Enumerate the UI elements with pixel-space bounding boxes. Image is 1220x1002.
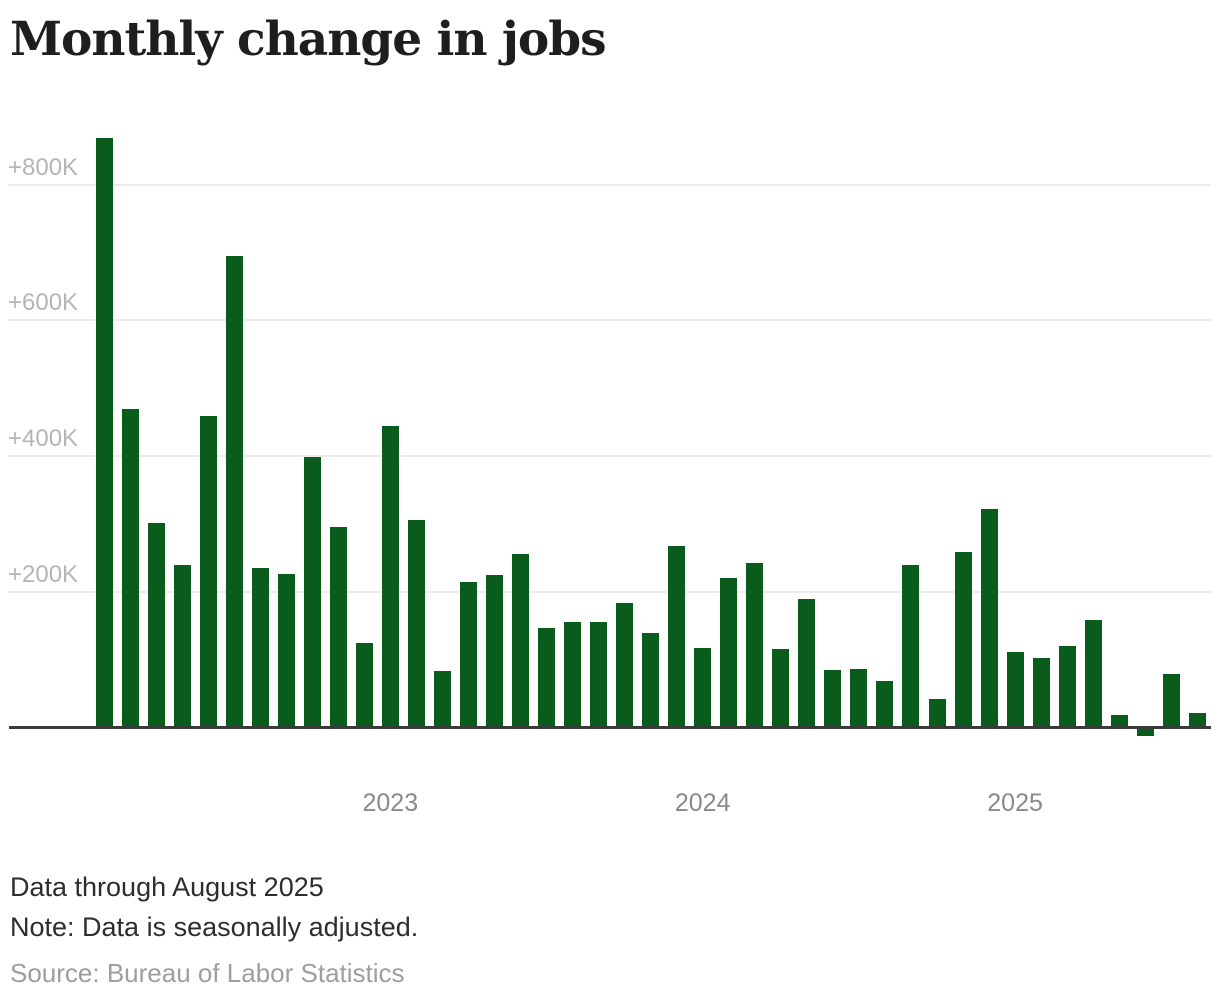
bar-may-2024: [798, 598, 816, 728]
chart-title: Monthly change in jobs: [10, 12, 607, 67]
bar-aug-2025: [1188, 712, 1206, 728]
y-tick-label-600k: +600K: [8, 289, 79, 317]
bar-may-2025: [1110, 714, 1128, 728]
gridline-600k: [8, 319, 1211, 322]
x-tick-label-2025: 2025: [987, 789, 1043, 817]
gridline-400k: [8, 455, 1211, 458]
note-seasonally-adjusted: Note: Data is seasonally adjusted.: [10, 912, 419, 942]
bar-mar-2024: [746, 562, 764, 728]
bar-mar-2025: [1058, 646, 1076, 728]
note-data-through: Data through August 2025: [10, 872, 324, 902]
bar-mar-2023: [433, 671, 451, 728]
bar-oct-2022: [303, 456, 321, 728]
bar-apr-2022: [147, 522, 165, 728]
x-tick-label-2024: 2024: [674, 789, 731, 817]
zero-baseline: [9, 726, 1211, 729]
bar-may-2023: [486, 574, 503, 728]
bar-jan-2025: [1006, 652, 1024, 728]
bar-oct-2023: [616, 602, 634, 728]
bar-dec-2023: [668, 545, 686, 728]
bar-aug-2024: [876, 680, 894, 728]
bar-jan-2023: [381, 426, 399, 728]
x-tick-label-2023: 2023: [362, 789, 419, 817]
bar-dec-2024: [980, 509, 998, 728]
bar-jun-2023: [512, 553, 529, 728]
bar-feb-2025: [1032, 658, 1050, 728]
bar-sep-2022: [277, 574, 295, 728]
bar-oct-2024: [928, 699, 946, 728]
y-tick-label-800k: +800K: [8, 153, 79, 181]
bar-apr-2023: [459, 581, 477, 728]
bar-jul-2025: [1162, 673, 1180, 728]
bar-feb-2022: [95, 137, 113, 728]
bar-feb-2023: [407, 519, 425, 728]
bar-aug-2022: [251, 568, 269, 728]
gridline-800k: [8, 183, 1211, 186]
bar-feb-2024: [720, 578, 738, 728]
bar-jun-2024: [824, 669, 842, 728]
bar-jun-2022: [199, 416, 217, 728]
bar-may-2022: [173, 564, 191, 728]
bar-jul-2023: [538, 627, 555, 728]
bar-nov-2023: [642, 633, 660, 728]
bar-sep-2023: [590, 622, 608, 728]
bar-dec-2022: [355, 642, 373, 728]
y-tick-label-400k: +400K: [8, 425, 79, 453]
bar-apr-2025: [1084, 620, 1102, 728]
bar-aug-2023: [564, 621, 581, 728]
bar-nov-2022: [329, 526, 347, 728]
bar-jul-2022: [225, 255, 243, 728]
source-credit: Source: Bureau of Labor Statistics: [10, 958, 405, 988]
bar-mar-2022: [121, 408, 139, 728]
bar-apr-2024: [772, 648, 790, 728]
bar-nov-2024: [954, 552, 972, 728]
bar-jun-2025: [1136, 727, 1154, 737]
bar-jan-2024: [694, 648, 712, 728]
bar-sep-2024: [902, 565, 920, 728]
bar-jul-2024: [850, 669, 868, 728]
gridline-200k: [8, 590, 1211, 593]
y-tick-label-200k: +200K: [8, 560, 79, 588]
